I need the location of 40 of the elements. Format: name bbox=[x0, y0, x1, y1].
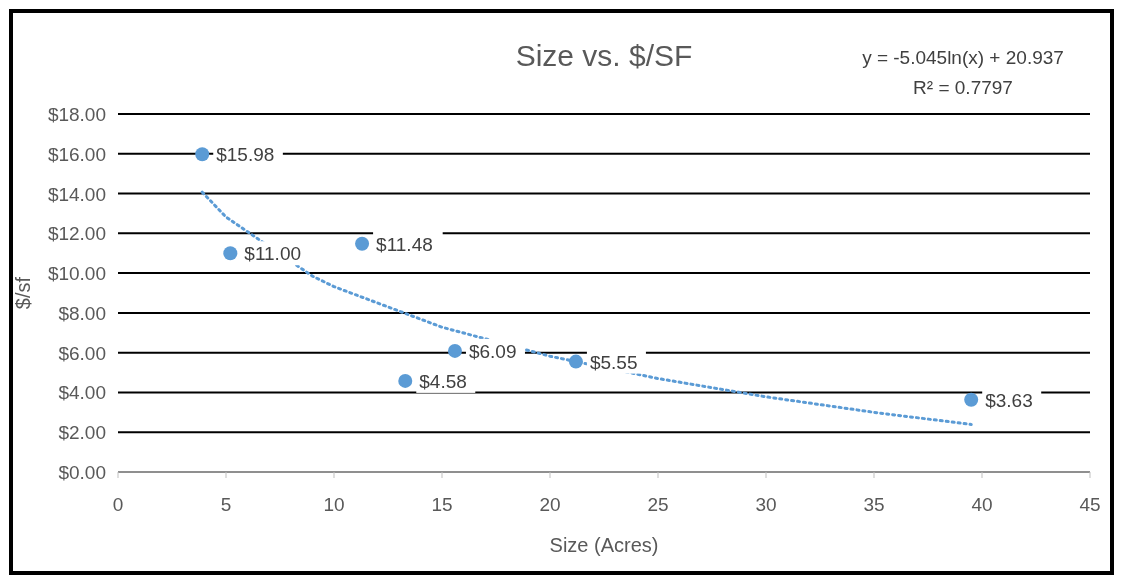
y-tick-label: $2.00 bbox=[58, 422, 106, 444]
x-tick-label: 20 bbox=[539, 494, 561, 515]
data-label: $4.58 bbox=[419, 370, 467, 392]
y-tick-label: $6.00 bbox=[58, 342, 106, 364]
point bbox=[447, 343, 462, 358]
data-label: $3.63 bbox=[985, 389, 1033, 411]
point bbox=[223, 246, 238, 261]
chart-title: Size vs. $/SF bbox=[515, 39, 693, 72]
point bbox=[568, 354, 583, 369]
line-series bbox=[200, 190, 973, 426]
data-label: $11.00 bbox=[244, 243, 302, 265]
data-label: $15.98 bbox=[216, 144, 275, 166]
x-tick-label: 25 bbox=[647, 494, 669, 515]
x-tick-label: 5 bbox=[220, 494, 232, 515]
x-tick-label: 35 bbox=[863, 494, 885, 515]
y-tick-label: $10.00 bbox=[47, 263, 106, 285]
text: R² = 0.7797 bbox=[913, 77, 1013, 98]
x-tick-label: 10 bbox=[323, 494, 345, 515]
y-tick-label: $14.00 bbox=[47, 183, 106, 205]
x-tick-label: 40 bbox=[971, 494, 993, 515]
data-label: $6.09 bbox=[468, 340, 517, 362]
y-tick-label: $16.00 bbox=[47, 143, 106, 165]
y-tick-label: $0.00 bbox=[58, 462, 106, 483]
x-tick-label: 15 bbox=[431, 494, 453, 515]
y-axis-title: $/sf bbox=[12, 276, 34, 310]
y-tick-label: $8.00 bbox=[58, 302, 106, 324]
y-tick-label: $4.00 bbox=[58, 382, 106, 404]
x-tick-label: 0 bbox=[112, 494, 124, 515]
point bbox=[964, 392, 979, 407]
y-tick-label: $18.00 bbox=[47, 104, 106, 125]
x-tick-label: 45 bbox=[1079, 494, 1101, 515]
x-tick-label: 30 bbox=[755, 494, 777, 515]
data-label: $11.48 bbox=[376, 233, 433, 255]
text: y = -5.045ln(x) + 20.937 bbox=[862, 47, 1064, 68]
data-label: $5.55 bbox=[589, 351, 638, 373]
point bbox=[355, 236, 370, 251]
point bbox=[398, 373, 413, 388]
point bbox=[195, 147, 210, 162]
x-axis-title: Size (Acres) bbox=[549, 534, 659, 556]
y-tick-label: $12.00 bbox=[47, 223, 106, 245]
